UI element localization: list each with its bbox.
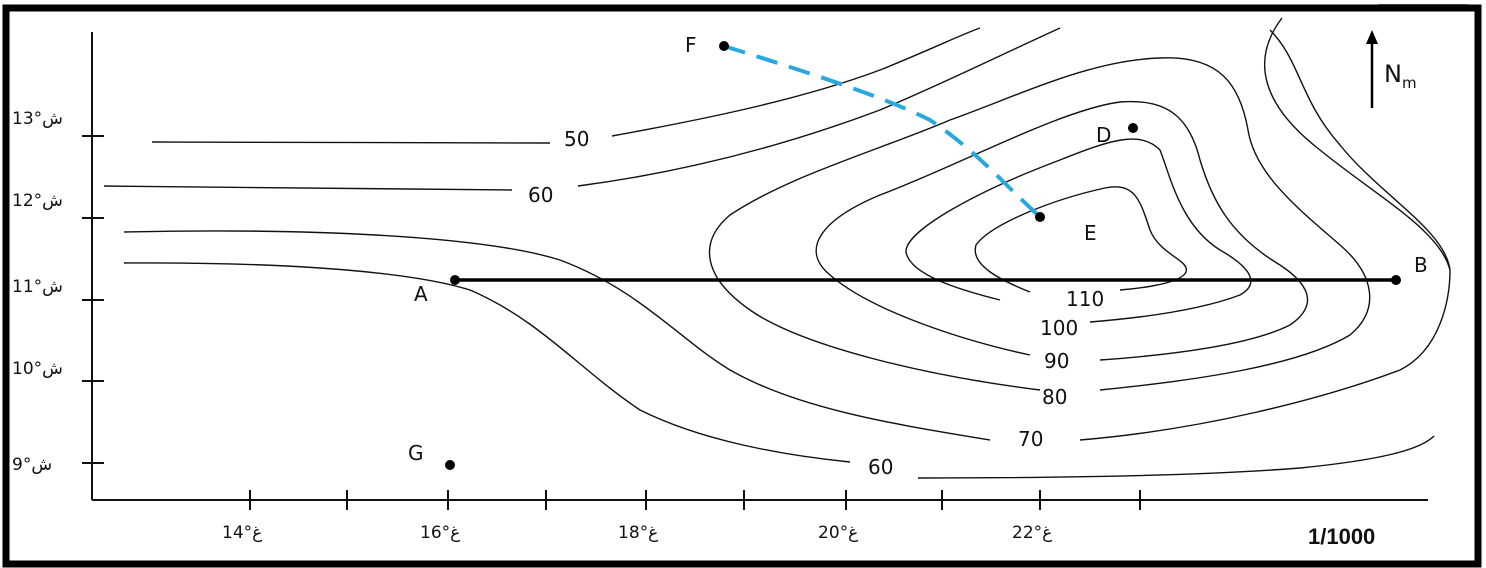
point-label-g: G xyxy=(408,441,424,465)
contour-line-100 xyxy=(905,138,1252,323)
contour-line-60-lower-right xyxy=(917,435,1435,479)
contour-line-edge xyxy=(1263,17,1451,271)
x-label-18: 18°غ xyxy=(618,523,658,543)
point-label-b: B xyxy=(1414,253,1428,277)
contour-label-110: 110 xyxy=(1066,287,1104,311)
contour-line-90 xyxy=(815,100,1309,361)
point-d xyxy=(1128,123,1138,133)
contour-label-100: 100 xyxy=(1040,316,1078,340)
point-label-d: D xyxy=(1096,123,1111,147)
point-a xyxy=(450,275,460,285)
contour-line-70-right xyxy=(1079,29,1451,441)
point-g xyxy=(445,460,455,470)
x-label-16: 16°غ xyxy=(420,523,460,543)
contour-label-60-bottom: 60 xyxy=(868,455,893,479)
contour-label-90: 90 xyxy=(1044,349,1069,373)
y-label-9: 9°ش xyxy=(12,455,52,475)
contour-label-50: 50 xyxy=(564,127,589,151)
contour-line xyxy=(611,27,981,137)
map-border xyxy=(2,4,1482,568)
contour-line-80 xyxy=(708,57,1371,391)
y-label-10: 10°ش xyxy=(12,359,63,379)
contour-line-70 xyxy=(123,230,991,441)
point-e xyxy=(1035,212,1045,222)
north-label: Nm xyxy=(1384,60,1417,92)
point-label-a: A xyxy=(414,282,428,306)
point-label-e: E xyxy=(1084,221,1097,245)
contour-line xyxy=(151,141,551,144)
map-scale: 1/1000 xyxy=(1308,524,1375,549)
y-label-12: 12°ش xyxy=(12,191,63,211)
x-label-20: 20°غ xyxy=(818,523,858,543)
contour-line xyxy=(103,185,513,191)
contour-line xyxy=(577,27,1061,187)
point-label-f: F xyxy=(685,33,697,57)
dashed-path-fe xyxy=(723,44,1042,219)
contour-label-70: 70 xyxy=(1018,427,1043,451)
y-label-13: 13°ش xyxy=(12,109,63,129)
x-label-14: 14°غ xyxy=(222,523,262,543)
contour-line-110 xyxy=(974,186,1187,293)
x-label-22: 22°غ xyxy=(1012,523,1052,543)
contour-label-80: 80 xyxy=(1042,385,1067,409)
contour-label-60-top: 60 xyxy=(528,183,553,207)
point-f xyxy=(719,41,729,51)
point-b xyxy=(1391,275,1401,285)
contour-line-60-lower xyxy=(123,262,851,463)
north-arrow-icon xyxy=(1366,30,1378,44)
y-label-11: 11°ش xyxy=(12,277,63,297)
